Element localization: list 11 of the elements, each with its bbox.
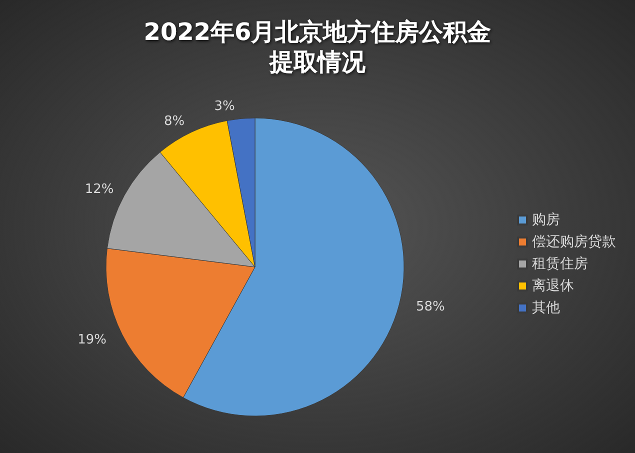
- data-label: 19%: [78, 332, 107, 348]
- legend-label: 偿还购房贷款: [532, 234, 616, 250]
- legend-label: 离退休: [532, 278, 574, 294]
- legend-label: 租赁住房: [532, 256, 588, 272]
- data-label: 58%: [416, 300, 445, 315]
- legend-label: 其他: [532, 300, 560, 316]
- legend-label: 购房: [532, 212, 560, 228]
- chart-title: 2022年6月北京地方住房公积金提取情况: [144, 18, 492, 76]
- data-label: 3%: [214, 99, 235, 114]
- data-label: 12%: [84, 182, 114, 197]
- data-label: 8%: [164, 114, 185, 130]
